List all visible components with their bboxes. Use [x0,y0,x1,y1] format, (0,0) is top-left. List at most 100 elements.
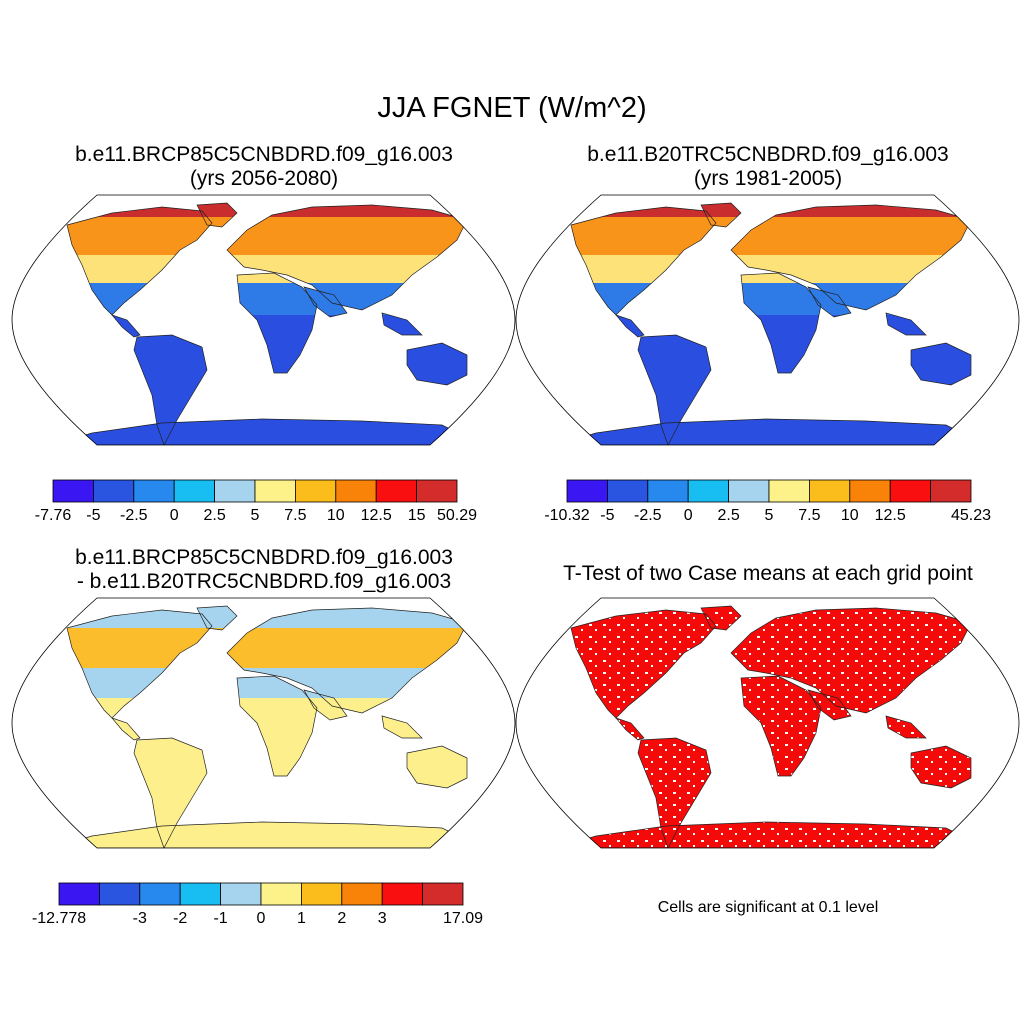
significance-note: Cells are significant at 0.1 level [657,899,879,916]
colorbar-2-swatch-4 [728,479,770,503]
colorbar-2-swatch-8 [889,479,932,503]
panel-3-case-b: - b.e11.B20TRC5CNBDRD.f09_g16.003 [76,570,452,593]
map-3-band-3 [52,698,482,848]
map-1-band-4 [52,315,482,445]
map-2-band-3 [556,283,986,315]
map-outline-3 [11,597,516,849]
map-3-band-2 [52,668,482,698]
colorbar-1-tick: -7.76 [34,507,72,524]
colorbar-1-tick: 0 [169,507,179,524]
colorbar-1-tick: -2.5 [120,507,148,524]
coastlines-1 [51,202,483,445]
colorbar-2-swatch-6 [809,479,851,503]
colorbar-2-tick: 2.5 [717,507,740,524]
map-outline-1 [11,194,516,446]
colorbar-2-tick: -2.5 [634,507,662,524]
colorbar-1-swatch-2 [133,479,175,503]
map-panel-4 [555,605,987,848]
colorbar-2-swatch-3 [687,479,730,503]
colorbar-3-tick: -12.778 [31,910,87,927]
map-1-band-3 [52,283,482,315]
colorbar-3-swatch-5 [260,882,302,906]
colorbar-2-swatch-7 [849,479,891,503]
colorbar-1-swatch-4 [214,479,256,503]
colorbar-3-tick: 0 [256,910,266,927]
colorbar-2-tick: 10 [840,507,859,524]
colorbar-3-tick: 3 [377,910,387,927]
colorbar-1-swatch-8 [375,479,418,503]
colorbar-3-tick: 1 [296,910,306,927]
colorbar-1-tick: 15 [407,507,426,524]
panel-1-case-name: b.e11.BRCP85C5CNBDRD.f09_g16.003 [75,143,453,166]
colorbar-1-swatch-9 [416,479,458,503]
colorbar-1-swatch-5 [254,479,296,503]
colorbar-2-swatch-2 [647,479,689,503]
colorbar-3 [58,882,464,906]
map-outline-2 [515,194,1020,446]
panel-4-title: T-Test of two Case means at each grid po… [563,562,973,585]
map-panel-1 [51,202,483,445]
colorbar-2-tick: -10.32 [544,507,590,524]
panel-2-title: b.e11.B20TRC5CNBDRD.f09_g16.003 (yrs 198… [518,143,1018,191]
colorbar-1-tick: 5 [250,507,260,524]
colorbar-1-swatch-0 [52,479,94,503]
colorbar-2-tick: 45.23 [950,507,992,524]
colorbar-3-swatch-7 [341,882,383,906]
panel-3-title: b.e11.BRCP85C5CNBDRD.f09_g16.003 - b.e11… [14,546,514,594]
map-2-band-0 [556,203,986,217]
map-3-band-1 [52,628,482,668]
panel-2-case-name: b.e11.B20TRC5CNBDRD.f09_g16.003 [587,143,949,166]
map-outline-4 [515,597,1020,849]
colorbar-1-tick: 10 [326,507,345,524]
colorbar-1-tick: -5 [86,507,101,524]
colorbar-3-swatch-8 [381,882,424,906]
colorbar-2-tick: 5 [764,507,774,524]
colorbar-1-swatch-3 [173,479,215,503]
colorbar-2-tick: 0 [683,507,693,524]
colorbar-3-swatch-3 [179,882,221,906]
colorbar-2-swatch-1 [607,479,649,503]
map-2-band-1 [556,217,986,255]
colorbar-2-swatch-5 [768,479,810,503]
colorbar-3-tick: -3 [132,910,147,927]
colorbar-1-tick: 50.29 [436,507,478,524]
coastlines-3 [51,605,483,848]
colorbar-2-tick: -5 [600,507,615,524]
colorbar-3-tick: -2 [173,910,188,927]
map-1-band-1 [52,217,482,255]
map-2-band-4 [556,315,986,445]
panel-2-years: (yrs 1981-2005) [693,167,843,190]
colorbar-3-swatch-0 [58,882,100,906]
panel-3-case-a: b.e11.BRCP85C5CNBDRD.f09_g16.003 [75,546,453,569]
colorbar-3-swatch-9 [422,882,464,906]
panel-1-years: (yrs 2056-2080) [189,167,339,190]
colorbar-2 [566,479,972,503]
colorbar-2-swatch-0 [566,479,608,503]
coastlines-2 [555,202,987,445]
colorbar-3-tick: -1 [213,910,228,927]
colorbar-1-swatch-6 [294,479,337,503]
colorbar-3-swatch-2 [139,882,181,906]
colorbar-2-swatch-9 [930,479,972,503]
map-1-band-0 [52,203,482,217]
colorbar-1 [52,479,458,503]
colorbar-1-tick: 2.5 [203,507,226,524]
map-panel-2 [555,202,987,445]
figure-title: JJA FGNET (W/m^2) [377,92,647,124]
map-panel-3 [51,605,483,848]
colorbar-3-swatch-4 [220,882,262,906]
colorbar-1-tick: 12.5 [360,507,392,524]
colorbar-2-tick: 12.5 [874,507,906,524]
colorbar-1-swatch-7 [335,479,377,503]
colorbar-3-tick: 17.09 [442,910,484,927]
colorbar-1-tick: 7.5 [284,507,307,524]
land-base-4 [556,606,986,848]
colorbar-3-swatch-1 [99,882,141,906]
colorbar-1-swatch-1 [93,479,135,503]
colorbar-3-swatch-6 [300,882,343,906]
colorbar-2-tick: 7.5 [798,507,821,524]
panel-1-title: b.e11.BRCP85C5CNBDRD.f09_g16.003 (yrs 20… [14,143,514,191]
coastlines-4 [555,605,987,848]
colorbar-3-tick: 2 [337,910,347,927]
